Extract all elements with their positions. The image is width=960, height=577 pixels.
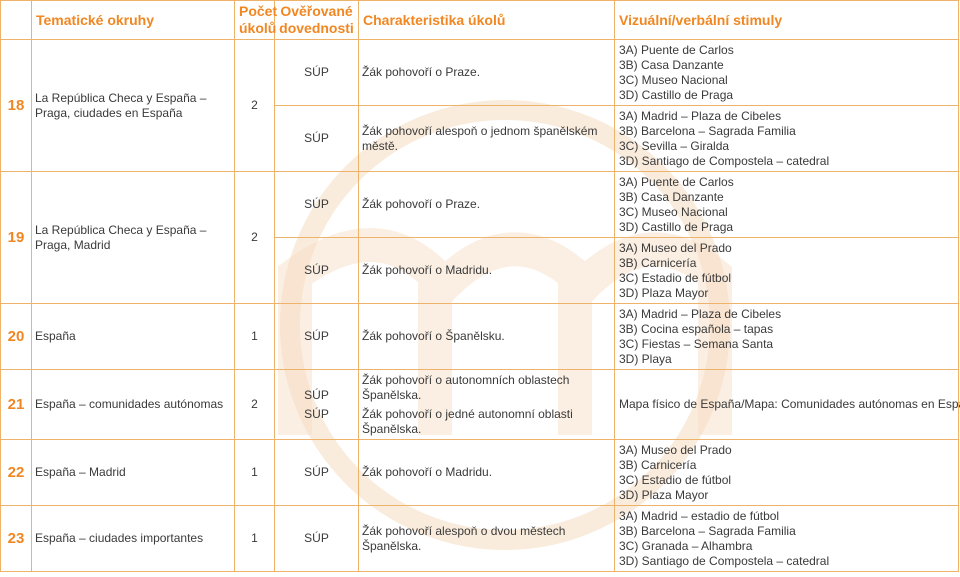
stimuli-cell: 3A) Madrid – Plaza de Cibeles 3B) Cocina… (614, 303, 959, 370)
topic-cell: España – comunidades autónomas (31, 369, 235, 440)
table-row: 20 España 1 SÚP Žák pohovoří o Španělsku… (0, 303, 959, 370)
stimulus-item: 3A) Puente de Carlos (619, 174, 734, 189)
stimulus-item: 3B) Casa Danzante (619, 189, 724, 204)
stimulus-item: 3C) Estadio de fútbol (619, 472, 732, 487)
table-row: 19 La República Checa y España – Praga, … (0, 171, 959, 304)
skill-cell: SÚP (274, 39, 359, 106)
task-cell: Žák pohovoří o autonomních oblastech Špa… (358, 369, 615, 440)
table-row: 23 España – ciudades importantes 1 SÚP Ž… (0, 505, 959, 572)
stimulus-item: 3A) Puente de Carlos (619, 42, 734, 57)
stimulus-item: 3D) Plaza Mayor (619, 487, 709, 502)
stimuli-cell: 3A) Madrid – estadio de fútbol 3B) Barce… (614, 505, 959, 572)
table-row: 22 España – Madrid 1 SÚP Žák pohovoří o … (0, 439, 959, 506)
header-skills: Ověřované dovednosti (274, 0, 359, 40)
table-row: 21 España – comunidades autónomas 2 SÚP … (0, 369, 960, 440)
header-topics: Tematické okruhy (31, 0, 235, 40)
stimulus-item: 3C) Estadio de fútbol (619, 270, 732, 285)
stimulus-item: 3A) Museo del Prado (619, 442, 732, 457)
count-cell: 2 (234, 369, 275, 440)
stimulus-item: 3C) Granada – Alhambra (619, 538, 753, 553)
header-count: Počet úkolů (234, 0, 277, 40)
task-cell: Žák pohovoří o Madridu. (358, 237, 615, 304)
row-number: 21 (0, 369, 32, 440)
header-row: Tematické okruhy Počet úkolů Ověřované d… (0, 0, 959, 40)
stimuli-cell: 3A) Puente de Carlos 3B) Casa Danzante 3… (614, 171, 959, 238)
skill-cell: SÚP (274, 105, 359, 172)
header-stimuli: Vizuální/verbální stimuly (614, 0, 959, 40)
stimulus-item: 3A) Madrid – Plaza de Cibeles (619, 306, 782, 321)
row-number: 22 (0, 439, 32, 506)
row-number: 23 (0, 505, 32, 572)
skill-cell: SÚP (274, 171, 359, 238)
skill-cell: SÚP (274, 505, 359, 572)
header-number (0, 0, 32, 40)
skill-cell: SÚP (274, 237, 359, 304)
stimulus-item: 3D) Santiago de Compostela – catedral (619, 553, 830, 568)
topic-cell: España – Madrid (31, 439, 235, 506)
stimulus-item: 3C) Fiestas – Semana Santa (619, 336, 774, 351)
stimuli-cell: Mapa físico de España/Mapa: Comunidades … (614, 369, 960, 440)
count-cell: 2 (234, 39, 275, 172)
stimulus-item: 3C) Museo Nacional (619, 72, 728, 87)
skill-cell: SÚP SÚP (274, 369, 359, 440)
count-cell: 1 (234, 439, 275, 506)
stimulus-item: 3B) Barcelona – Sagrada Familia (619, 123, 796, 138)
stimulus-item: 3D) Plaza Mayor (619, 285, 709, 300)
stimulus-item: 3C) Sevilla – Giralda (619, 138, 730, 153)
topic-cell: España (31, 303, 235, 370)
topic-cell: La República Checa y España – Praga, Mad… (31, 171, 235, 304)
stimulus-item: 3D) Playa (619, 351, 672, 366)
topic-cell: La República Checa y España – Praga, ciu… (31, 39, 235, 172)
count-cell: 1 (234, 303, 275, 370)
count-cell: 2 (234, 171, 275, 304)
skill-item: SÚP (304, 387, 329, 402)
stimulus-item: 3B) Carnicería (619, 457, 697, 472)
stimulus-item: 3B) Cocina española – tapas (619, 321, 774, 336)
task-item: Žák pohovoří o jedné autonomní oblasti Š… (362, 406, 573, 436)
stimulus-item: 3B) Carnicería (619, 255, 697, 270)
skill-cell: SÚP (274, 303, 359, 370)
table-row: SÚP Žák pohovoří o Madridu. 3A) Museo de… (1, 237, 959, 304)
row-number: 19 (0, 171, 32, 304)
stimuli-cell: 3A) Madrid – Plaza de Cibeles 3B) Barcel… (614, 105, 959, 172)
stimuli-cell: 3A) Puente de Carlos 3B) Casa Danzante 3… (614, 39, 959, 106)
task-cell: Žák pohovoří alespoň o dvou městech Špan… (358, 505, 615, 572)
stimulus-item: 3D) Castillo de Praga (619, 219, 734, 234)
stimulus-item: 3A) Madrid – estadio de fútbol (619, 508, 780, 523)
stimulus-item: 3A) Museo del Prado (619, 240, 732, 255)
topic-cell: España – ciudades importantes (31, 505, 235, 572)
row-number: 18 (0, 39, 32, 172)
stimulus-item: 3C) Museo Nacional (619, 204, 728, 219)
table-row: 18 La República Checa y España – Praga, … (0, 39, 959, 172)
task-cell: Žák pohovoří o Praze. (358, 39, 615, 106)
task-cell: Žák pohovoří alespoň o jednom španělském… (358, 105, 615, 172)
stimulus-item: 3B) Barcelona – Sagrada Familia (619, 523, 796, 538)
stimuli-cell: 3A) Museo del Prado 3B) Carnicería 3C) E… (614, 237, 959, 304)
task-cell: Žák pohovoří o Španělsku. (358, 303, 615, 370)
task-cell: Žák pohovoří o Madridu. (358, 439, 615, 506)
skill-cell: SÚP (274, 439, 359, 506)
skill-item: SÚP (304, 406, 329, 421)
task-item: Žák pohovoří o autonomních oblastech Špa… (362, 372, 570, 402)
stimulus-item: Mapa físico de España/Mapa: Comunidades … (619, 397, 960, 411)
stimulus-item: 3D) Santiago de Compostela – catedral (619, 153, 830, 168)
stimulus-item: 3A) Madrid – Plaza de Cibeles (619, 108, 782, 123)
row-number: 20 (0, 303, 32, 370)
task-cell: Žák pohovoří o Praze. (358, 171, 615, 238)
stimulus-item: 3B) Casa Danzante (619, 57, 724, 72)
count-cell: 1 (234, 505, 275, 572)
header-task: Charakteristika úkolů (358, 0, 615, 40)
stimuli-cell: 3A) Museo del Prado 3B) Carnicería 3C) E… (614, 439, 959, 506)
stimulus-item: 3D) Castillo de Praga (619, 87, 734, 102)
